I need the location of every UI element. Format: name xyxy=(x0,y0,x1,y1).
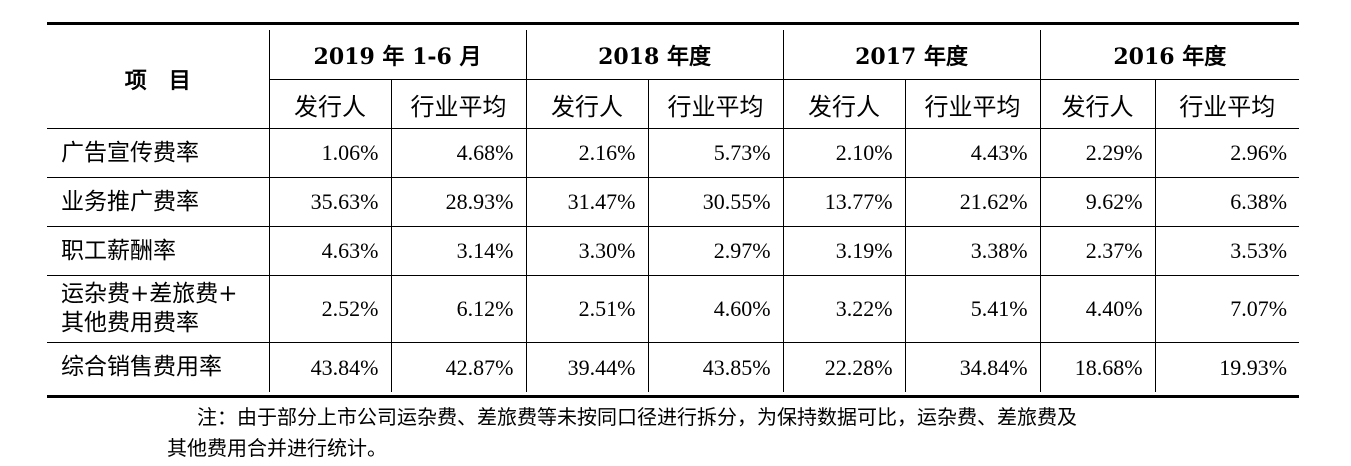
table-cell: 4.68% xyxy=(390,128,527,178)
table-cell: 4.43% xyxy=(904,128,1041,178)
table-cell: 31.47% xyxy=(525,177,649,227)
table-cell: 3.22% xyxy=(782,275,906,343)
issuer-header: 发行人 xyxy=(269,79,392,129)
table-cell: 6.38% xyxy=(1154,177,1300,227)
table-cell: 9.62% xyxy=(1039,177,1156,227)
table-row: 业务推广费率 35.63% 28.93% 31.47% 30.55% 13.77… xyxy=(47,177,1300,227)
table-cell: 39.44% xyxy=(525,342,649,392)
table-cell: 28.93% xyxy=(390,177,527,227)
table-cell: 2.37% xyxy=(1039,226,1156,276)
expense-ratio-table: 项 目 2019 年 1-6 月 2018 年度 2017 年度 2016 年度… xyxy=(47,30,1300,392)
table-cell: 2.16% xyxy=(525,128,649,178)
row-label: 运杂费+差旅费+ 其他费用费率 xyxy=(47,275,270,343)
table-cell: 3.53% xyxy=(1154,226,1300,276)
table-cell: 4.63% xyxy=(268,226,392,276)
table-cell: 30.55% xyxy=(647,177,784,227)
footnote-line: 注：由于部分上市公司运杂费、差旅费等未按同口径进行拆分，为保持数据可比，运杂费、… xyxy=(197,405,1077,429)
table-cell: 2.52% xyxy=(268,275,392,343)
table-cell: 34.84% xyxy=(904,342,1041,392)
row-label: 广告宣传费率 xyxy=(47,128,270,178)
header-row-subheaders: 发行人 行业平均 发行人 行业平均 发行人 行业平均 发行人 行业平均 xyxy=(47,79,1300,129)
header-row-periods: 项 目 2019 年 1-6 月 2018 年度 2017 年度 2016 年度 xyxy=(47,30,1300,129)
table-cell: 42.87% xyxy=(390,342,527,392)
period-header: 2017 年度 xyxy=(782,30,1041,80)
table-cell: 1.06% xyxy=(268,128,392,178)
table-cell: 3.38% xyxy=(904,226,1041,276)
row-label: 综合销售费用率 xyxy=(47,342,270,392)
row-label: 职工薪酬率 xyxy=(47,226,270,276)
table-cell: 2.29% xyxy=(1039,128,1156,178)
item-column-header: 项 目 xyxy=(47,30,270,129)
period-header: 2019 年 1-6 月 xyxy=(268,30,527,80)
table-cell: 2.97% xyxy=(647,226,784,276)
table-cell: 2.96% xyxy=(1154,128,1300,178)
industry-average-header: 行业平均 xyxy=(647,79,784,129)
row-label: 业务推广费率 xyxy=(47,177,270,227)
table-cell: 4.60% xyxy=(647,275,784,343)
row-label-line: 其他费用费率 xyxy=(61,310,199,336)
table-cell: 3.19% xyxy=(782,226,906,276)
table-cell: 6.12% xyxy=(390,275,527,343)
table-cell: 2.51% xyxy=(525,275,649,343)
table-bottom-rule xyxy=(47,395,1299,398)
table-cell: 43.84% xyxy=(268,342,392,392)
table-cell: 4.40% xyxy=(1039,275,1156,343)
table-row: 职工薪酬率 4.63% 3.14% 3.30% 2.97% 3.19% 3.38… xyxy=(47,226,1300,276)
issuer-header: 发行人 xyxy=(525,79,649,129)
row-label-line: 运杂费+差旅费+ xyxy=(61,281,238,307)
table-cell: 21.62% xyxy=(904,177,1041,227)
expense-ratio-table-container: 项 目 2019 年 1-6 月 2018 年度 2017 年度 2016 年度… xyxy=(47,22,1300,398)
table-cell: 2.10% xyxy=(782,128,906,178)
table-row: 综合销售费用率 43.84% 42.87% 39.44% 43.85% 22.2… xyxy=(47,342,1300,392)
industry-average-header: 行业平均 xyxy=(1154,79,1300,129)
issuer-header: 发行人 xyxy=(1039,79,1156,129)
table-cell: 19.93% xyxy=(1154,342,1300,392)
table-footnote: 注：由于部分上市公司运杂费、差旅费等未按同口径进行拆分，为保持数据可比，运杂费、… xyxy=(167,402,1267,464)
table-cell: 35.63% xyxy=(268,177,392,227)
table-cell: 3.14% xyxy=(390,226,527,276)
table-cell: 3.30% xyxy=(525,226,649,276)
footnote-line: 其他费用合并进行统计。 xyxy=(167,436,387,460)
table-cell: 13.77% xyxy=(782,177,906,227)
period-header: 2018 年度 xyxy=(525,30,784,80)
table-cell: 5.73% xyxy=(647,128,784,178)
table-cell: 5.41% xyxy=(904,275,1041,343)
table-row: 运杂费+差旅费+ 其他费用费率 2.52% 6.12% 2.51% 4.60% 3… xyxy=(47,275,1300,343)
table-row: 广告宣传费率 1.06% 4.68% 2.16% 5.73% 2.10% 4.4… xyxy=(47,128,1300,178)
table-cell: 18.68% xyxy=(1039,342,1156,392)
table-cell: 43.85% xyxy=(647,342,784,392)
table-cell: 22.28% xyxy=(782,342,906,392)
industry-average-header: 行业平均 xyxy=(390,79,527,129)
industry-average-header: 行业平均 xyxy=(904,79,1041,129)
table-top-rule xyxy=(47,22,1299,25)
period-header: 2016 年度 xyxy=(1039,30,1300,80)
issuer-header: 发行人 xyxy=(782,79,906,129)
table-cell: 7.07% xyxy=(1154,275,1300,343)
